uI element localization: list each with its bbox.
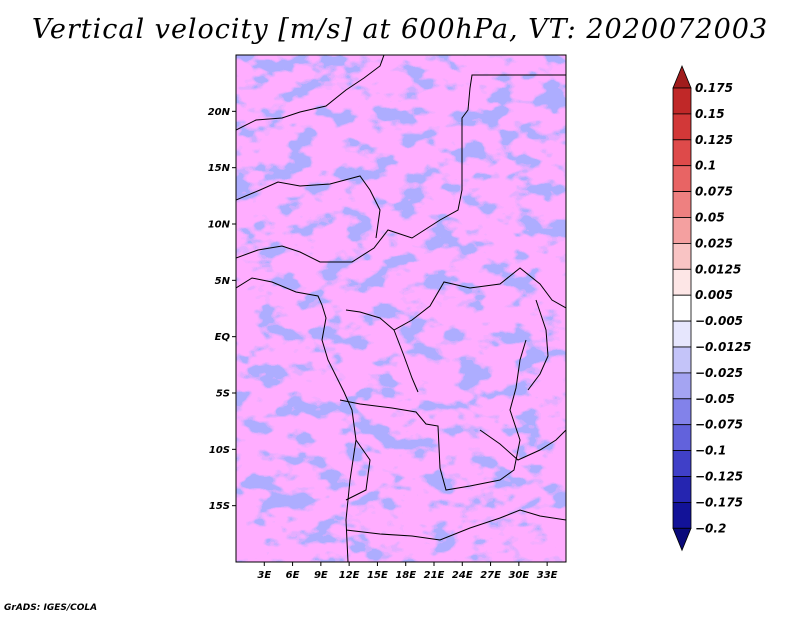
colorbar-label: −0.0125 [695, 340, 751, 354]
colorbar-segment [672, 139, 692, 167]
colorbar-label: −0.075 [695, 418, 743, 432]
lon-tick-label: 6E [286, 570, 300, 581]
colorbar-segment [672, 87, 692, 115]
colorbar-label: 0.005 [695, 288, 733, 302]
colorbar-segment [672, 268, 692, 296]
lon-tick-label: 30E [508, 570, 529, 581]
colorbar-segment [672, 450, 692, 477]
lon-tick-label: 9E [314, 570, 328, 581]
colorbar-label: −0.05 [695, 392, 735, 406]
colorbar-label: 0.15 [695, 107, 725, 121]
colorbar-segment [672, 242, 692, 270]
map-title: Vertical velocity [m/s] at 600hPa, VT: 2… [31, 14, 769, 45]
lon-tick-label: 21E [424, 570, 445, 581]
lon-tick-label: 15E [367, 570, 388, 581]
colorbar-segment [672, 476, 692, 503]
lon-tick-label: 3E [257, 570, 271, 581]
colorbar-label: 0.025 [695, 236, 733, 250]
country-borders [236, 55, 566, 562]
colorbar-label: −0.025 [695, 366, 743, 380]
lat-tick-label: 20N [208, 107, 231, 118]
colorbar-label: 0.075 [695, 185, 733, 199]
vertical-velocity-field [236, 55, 566, 562]
colorbar-segment [672, 191, 692, 218]
lat-tick-label: 10S [209, 445, 230, 456]
colorbar-segment [672, 294, 692, 322]
colorbar-segment [672, 346, 692, 374]
colorbar-segment [672, 501, 692, 529]
colorbar-label: 0.125 [695, 133, 733, 147]
colorbar-min-triangle [672, 527, 692, 552]
lat-tick-label: EQ [215, 332, 231, 343]
colorbar-label: −0.125 [695, 470, 743, 484]
lon-tick-label: 12E [339, 570, 360, 581]
colorbar-segment [672, 217, 692, 244]
lat-tick-label: 15N [208, 163, 231, 174]
grads-credit: GrADS: IGES/COLA [4, 603, 98, 613]
colorbar: 0.175 0.15 0.125 0.1 0.075 0.05 0.025 0.0125 0.0… [672, 64, 751, 552]
colorbar-segment [672, 165, 692, 192]
longitude-axis: 3E 6E 9E 12E 15E 18E 21E 24E 27E 30E 33E [257, 562, 558, 581]
colorbar-label: 0.0125 [695, 262, 741, 276]
colorbar-segment [672, 398, 692, 426]
colorbar-segment [672, 372, 692, 400]
colorbar-label: 0.175 [695, 81, 733, 95]
colorbar-segment [672, 113, 692, 141]
lon-tick-label: 27E [480, 570, 501, 581]
latitude-axis: 20N 15N 10N 5N EQ 5S 10S 15S [208, 107, 236, 512]
colorbar-label: 0.1 [695, 159, 716, 173]
colorbar-label: −0.175 [695, 495, 743, 509]
lon-tick-label: 24E [452, 570, 473, 581]
lat-tick-label: 5S [216, 389, 230, 400]
lat-tick-label: 5N [215, 276, 231, 287]
colorbar-label: 0.05 [695, 211, 725, 225]
lat-tick-label: 15S [209, 501, 230, 512]
colorbar-label: −0.1 [695, 444, 726, 458]
colorbar-label: −0.2 [695, 521, 726, 535]
colorbar-label: −0.005 [695, 314, 743, 328]
colorbar-max-triangle [672, 64, 692, 89]
colorbar-segment [672, 320, 692, 348]
colorbar-segment [672, 424, 692, 452]
map-frame [235, 54, 567, 563]
lat-tick-label: 10N [208, 220, 231, 231]
lon-tick-label: 33E [537, 570, 558, 581]
lon-tick-label: 18E [395, 570, 416, 581]
